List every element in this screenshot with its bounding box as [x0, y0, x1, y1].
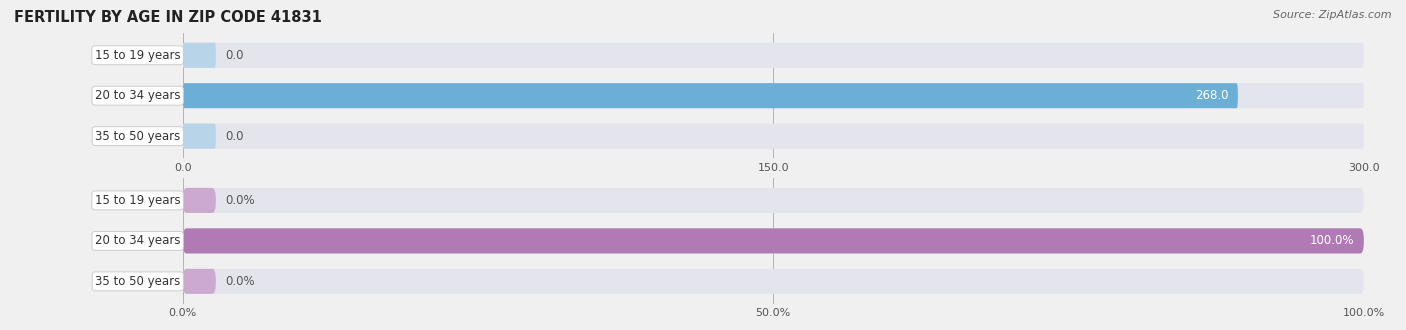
FancyBboxPatch shape — [183, 124, 1364, 149]
Text: FERTILITY BY AGE IN ZIP CODE 41831: FERTILITY BY AGE IN ZIP CODE 41831 — [14, 10, 322, 25]
Text: 268.0: 268.0 — [1195, 89, 1229, 102]
Text: 35 to 50 years: 35 to 50 years — [96, 275, 180, 288]
FancyBboxPatch shape — [183, 269, 217, 294]
FancyBboxPatch shape — [183, 228, 1364, 253]
Text: 0.0: 0.0 — [225, 49, 243, 62]
FancyBboxPatch shape — [183, 83, 1364, 108]
Text: 20 to 34 years: 20 to 34 years — [96, 89, 180, 102]
Text: 15 to 19 years: 15 to 19 years — [94, 194, 180, 207]
Text: 0.0: 0.0 — [225, 130, 243, 143]
FancyBboxPatch shape — [183, 269, 1364, 294]
Text: 20 to 34 years: 20 to 34 years — [96, 234, 180, 248]
Text: 0.0%: 0.0% — [225, 275, 254, 288]
FancyBboxPatch shape — [183, 124, 217, 149]
FancyBboxPatch shape — [183, 43, 217, 68]
FancyBboxPatch shape — [183, 228, 1364, 253]
FancyBboxPatch shape — [183, 43, 1364, 68]
Text: Source: ZipAtlas.com: Source: ZipAtlas.com — [1274, 10, 1392, 20]
Text: 0.0%: 0.0% — [225, 194, 254, 207]
Text: 35 to 50 years: 35 to 50 years — [96, 130, 180, 143]
FancyBboxPatch shape — [183, 83, 1237, 108]
Text: 100.0%: 100.0% — [1310, 234, 1354, 248]
FancyBboxPatch shape — [183, 188, 1364, 213]
Text: 15 to 19 years: 15 to 19 years — [94, 49, 180, 62]
FancyBboxPatch shape — [183, 188, 217, 213]
